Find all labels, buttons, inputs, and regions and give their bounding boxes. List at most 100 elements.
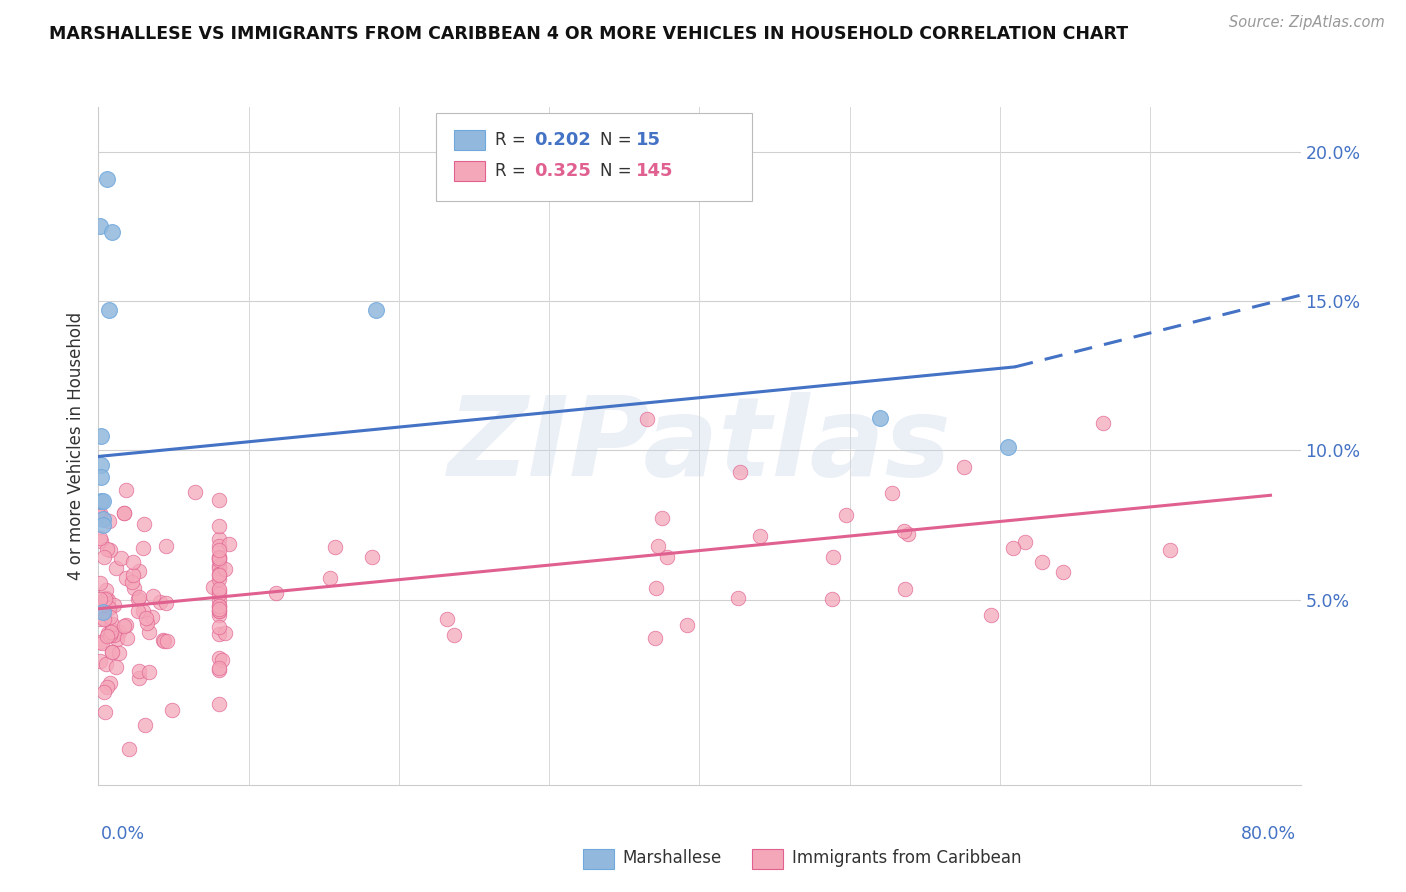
Text: MARSHALLESE VS IMMIGRANTS FROM CARIBBEAN 4 OR MORE VEHICLES IN HOUSEHOLD CORRELA: MARSHALLESE VS IMMIGRANTS FROM CARIBBEAN… — [49, 25, 1129, 43]
Point — [112, 506, 135, 520]
Text: Marshallese: Marshallese — [623, 849, 723, 867]
Point — [89, 506, 111, 520]
Point — [208, 493, 231, 508]
Point — [894, 582, 917, 596]
Point — [208, 559, 231, 574]
Point — [208, 599, 231, 613]
Text: R =: R = — [495, 131, 531, 149]
Point — [132, 604, 155, 618]
Point — [108, 624, 131, 639]
Point — [155, 596, 177, 610]
Point — [184, 485, 207, 500]
Point — [980, 608, 1002, 623]
Point — [138, 665, 160, 680]
Point — [208, 572, 231, 586]
Point — [100, 616, 122, 631]
Point — [202, 580, 225, 594]
Point — [121, 574, 143, 589]
Point — [90, 636, 112, 650]
Point — [208, 620, 231, 634]
Point — [997, 441, 1019, 455]
Text: R =: R = — [495, 162, 531, 180]
Point — [115, 571, 138, 585]
Point — [897, 527, 920, 541]
Point — [101, 226, 124, 240]
Point — [823, 549, 845, 564]
Point — [208, 698, 231, 712]
Point — [97, 593, 120, 607]
Point — [91, 518, 114, 533]
Point — [208, 651, 231, 665]
Text: N =: N = — [600, 162, 637, 180]
Point — [323, 540, 346, 554]
Point — [208, 601, 231, 615]
Point — [142, 589, 165, 603]
Point — [135, 615, 157, 630]
Point — [89, 611, 111, 625]
Text: ZIPatlas: ZIPatlas — [447, 392, 952, 500]
Point — [93, 706, 115, 720]
Point — [105, 660, 128, 674]
Point — [436, 612, 458, 626]
Point — [121, 555, 143, 569]
Point — [90, 458, 112, 473]
Point — [89, 601, 111, 615]
Point — [208, 550, 231, 565]
Point — [727, 591, 749, 606]
Point — [110, 550, 132, 565]
Point — [647, 539, 669, 553]
Point — [89, 635, 111, 649]
Point — [676, 618, 699, 632]
Point — [100, 624, 122, 639]
Point — [96, 629, 118, 643]
Point — [89, 219, 111, 234]
Point — [103, 599, 125, 613]
Point — [114, 483, 136, 497]
Point — [361, 550, 384, 565]
Point — [208, 608, 231, 623]
Point — [90, 494, 112, 508]
Point — [96, 542, 118, 557]
Text: 0.0%: 0.0% — [101, 825, 145, 843]
Text: N =: N = — [600, 131, 637, 149]
Point — [152, 633, 174, 648]
Point — [208, 553, 231, 567]
Point — [208, 550, 231, 565]
Text: 15: 15 — [636, 131, 661, 149]
Point — [93, 549, 115, 564]
Point — [128, 664, 150, 678]
Point — [208, 551, 231, 566]
Text: 0.325: 0.325 — [534, 162, 591, 180]
Point — [208, 604, 231, 618]
Point — [91, 512, 114, 526]
Point — [122, 581, 145, 595]
Point — [94, 582, 117, 597]
Point — [127, 591, 149, 606]
Y-axis label: 4 or more Vehicles in Household: 4 or more Vehicles in Household — [67, 312, 86, 580]
Point — [105, 632, 128, 647]
Point — [108, 646, 131, 660]
Point — [93, 685, 115, 699]
Text: Immigrants from Caribbean: Immigrants from Caribbean — [792, 849, 1021, 867]
Text: 80.0%: 80.0% — [1241, 825, 1296, 843]
Point — [97, 600, 120, 615]
Point — [149, 595, 172, 609]
Point — [112, 619, 135, 633]
Point — [211, 652, 233, 666]
Point — [208, 593, 231, 607]
Point — [644, 631, 666, 645]
Point — [208, 533, 231, 547]
Point — [869, 410, 891, 425]
Point — [1002, 541, 1025, 556]
Point — [214, 561, 236, 575]
Point — [105, 560, 128, 574]
Point — [103, 628, 125, 642]
Point — [214, 626, 236, 640]
Point — [208, 519, 231, 533]
Text: 0.202: 0.202 — [534, 131, 591, 149]
Point — [208, 627, 231, 641]
Point — [98, 610, 121, 624]
Point — [134, 517, 156, 532]
Point — [728, 466, 751, 480]
Point — [636, 411, 658, 425]
